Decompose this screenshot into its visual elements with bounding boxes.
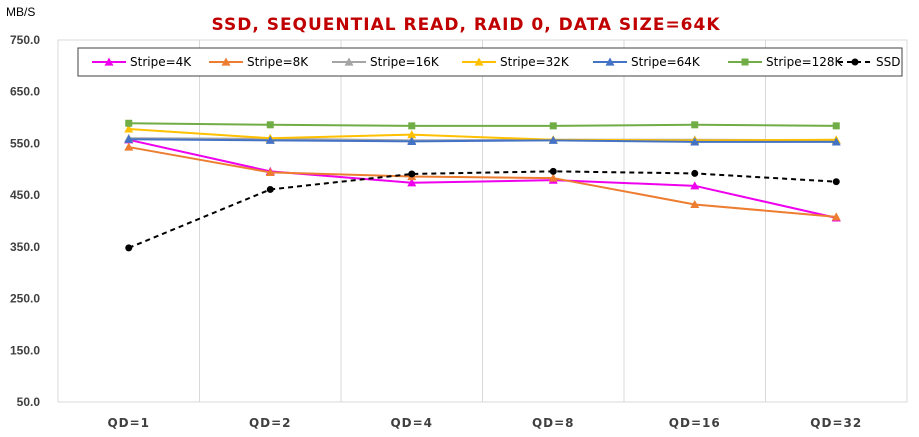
series-line [128,138,837,219]
legend-marker [741,58,749,66]
data-point [831,212,841,221]
data-point [408,122,416,130]
data-point [690,199,700,209]
x-axis-ticks: QD=1 QD=2 QD=4 QD=8 QD=16 QD=32 [107,416,862,430]
chart-title: SSD, SEQUENTIAL READ, RAID 0, DATA SIZE=… [211,15,720,35]
data-point [408,170,416,178]
y-tick-label: 50.0 [17,395,41,409]
series-line [128,127,837,142]
y-tick-label: 750.0 [10,33,40,47]
y-tick-label: 350.0 [10,240,40,254]
series-group [124,134,841,146]
series-line [128,138,837,143]
data-point [265,167,275,176]
data-point [265,135,275,144]
data-point [549,122,557,130]
legend-marker [221,57,231,66]
series-group [124,142,841,221]
data-point [266,185,274,193]
series-layer [124,119,841,252]
legend-entry: Stripe=4K [92,55,192,69]
data-point [407,178,417,187]
series-line [128,170,837,249]
legend-label: Stripe=4K [130,55,192,69]
legend-marker [605,57,615,66]
legend-marker [104,57,114,66]
series-group [125,119,840,130]
data-point [548,135,558,144]
data-point [125,244,133,252]
y-axis-unit-label: MB/S [6,5,35,19]
data-point [831,137,841,146]
data-point [832,122,840,130]
y-tick-label: 650.0 [10,85,40,99]
legend-label: Stripe=64K [631,55,701,69]
y-tick-label: 250.0 [10,292,40,306]
data-point [690,181,700,190]
legend-entry: Stripe=32K [462,55,570,69]
x-tick-label: QD=4 [390,416,433,430]
series-line [128,122,837,127]
x-tick-label: QD=8 [532,416,575,430]
legend-entry: Stripe=8K [209,55,309,69]
x-tick-label: QD=32 [810,416,862,430]
legend-label: SSD [876,55,900,69]
y-tick-label: 450.0 [10,188,40,202]
x-tick-label: QD=1 [107,416,150,430]
series-line [128,146,837,218]
legend-entry: Stripe=128K [728,55,844,69]
data-point [125,119,133,127]
legend-entry: SSD [838,55,900,69]
legend-marker [344,57,354,66]
legend-entry: Stripe=16K [332,55,440,69]
y-tick-label: 150.0 [10,343,40,357]
series-group [125,167,840,252]
data-point [124,134,134,143]
data-point [407,136,417,145]
legend-label: Stripe=128K [766,55,844,69]
plot-area [57,39,908,403]
data-point [691,121,699,129]
legend: Stripe=4K Stripe=8K Stripe=16K Stripe=32K St… [77,47,903,77]
legend-marker [474,57,484,66]
y-axis-ticks: 750.0 650.0 550.0 450.0 350.0 250.0 150.0 50.0 [10,33,40,409]
data-point [832,178,840,186]
legend-label: Stripe=8K [247,55,309,69]
data-point [266,121,274,129]
data-point [691,169,699,177]
data-point [407,130,417,139]
data-point [549,167,557,175]
data-point [690,137,700,146]
x-tick-label: QD=2 [249,416,292,430]
legend-label: Stripe=32K [500,55,570,69]
data-point [124,142,134,151]
legend-marker [851,58,859,66]
gridlines [199,40,766,402]
y-tick-label: 550.0 [10,136,40,150]
data-point [548,173,558,182]
data-point [124,124,134,133]
legend-label: Stripe=16K [370,55,440,69]
x-tick-label: QD=16 [669,416,721,430]
legend-entry: Stripe=64K [593,55,701,69]
